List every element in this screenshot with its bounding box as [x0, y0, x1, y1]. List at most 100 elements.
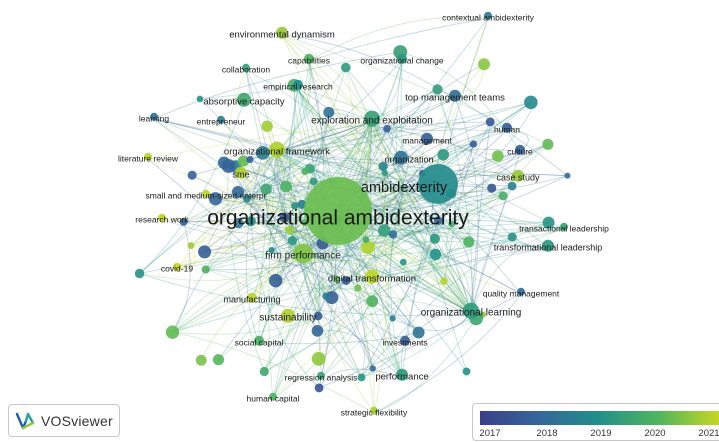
minor-term-bubble[interactable]: [388, 230, 398, 239]
term-label[interactable]: human: [494, 124, 520, 134]
minor-term-bubble[interactable]: [208, 192, 223, 206]
minor-term-bubble[interactable]: [297, 199, 307, 209]
term-bubble[interactable]: [150, 112, 158, 121]
term-bubble[interactable]: [269, 141, 285, 158]
minor-term-bubble[interactable]: [287, 236, 298, 246]
term-bubble[interactable]: [293, 79, 303, 90]
minor-term-bubble[interactable]: [217, 156, 231, 170]
minor-term-bubble[interactable]: [412, 326, 425, 339]
minor-term-bubble[interactable]: [187, 170, 197, 180]
minor-term-bubble[interactable]: [261, 120, 273, 132]
minor-term-bubble[interactable]: [383, 124, 391, 133]
term-bubble[interactable]: [237, 92, 251, 107]
minor-term-bubble[interactable]: [542, 138, 554, 150]
term-bubble[interactable]: [542, 239, 554, 252]
minor-term-bubble[interactable]: [195, 354, 207, 366]
minor-term-bubble[interactable]: [246, 155, 254, 164]
minor-term-bubble[interactable]: [279, 212, 290, 223]
term-label[interactable]: empirical research: [263, 81, 333, 91]
minor-term-bubble[interactable]: [399, 258, 407, 266]
minor-term-bubble[interactable]: [260, 183, 272, 195]
minor-term-bubble[interactable]: [231, 185, 245, 199]
minor-term-bubble[interactable]: [366, 295, 379, 308]
term-label[interactable]: organizational framework: [224, 147, 330, 158]
term-label[interactable]: collaboration: [222, 64, 270, 74]
term-bubble[interactable]: [281, 308, 295, 323]
minor-term-bubble[interactable]: [361, 240, 375, 255]
minor-term-bubble[interactable]: [212, 354, 225, 366]
term-label[interactable]: small and medium-sized enterpr: [146, 190, 267, 200]
minor-term-bubble[interactable]: [389, 315, 396, 322]
term-label[interactable]: contextual ambidexterity: [442, 12, 534, 22]
minor-term-bubble[interactable]: [259, 366, 269, 377]
minor-term-bubble[interactable]: [323, 106, 335, 118]
term-label[interactable]: digital transformation: [328, 274, 416, 285]
minor-term-bubble[interactable]: [429, 233, 441, 244]
term-bubble[interactable]: [293, 243, 313, 264]
term-label[interactable]: top management teams: [405, 93, 505, 104]
term-label[interactable]: management: [402, 135, 452, 145]
minor-term-bubble[interactable]: [179, 217, 188, 226]
term-bubble[interactable]: [247, 292, 257, 303]
term-label[interactable]: transformational leadership: [494, 242, 603, 252]
minor-term-bubble[interactable]: [333, 275, 341, 283]
term-bubble[interactable]: [304, 53, 314, 64]
term-label[interactable]: entrepreneur: [197, 116, 246, 126]
minor-term-bubble[interactable]: [341, 62, 351, 73]
minor-term-bubble[interactable]: [269, 273, 283, 288]
term-label[interactable]: organizational ambidexterity: [207, 207, 469, 230]
term-bubble[interactable]: [400, 335, 410, 346]
term-label[interactable]: regression analysis: [285, 372, 358, 382]
minor-term-bubble[interactable]: [462, 367, 471, 376]
term-bubble[interactable]: [364, 110, 380, 127]
minor-term-bubble[interactable]: [507, 181, 517, 191]
minor-term-bubble[interactable]: [255, 146, 270, 160]
term-bubble[interactable]: [370, 406, 378, 415]
term-label[interactable]: case study: [496, 172, 540, 182]
term-bubble[interactable]: [217, 115, 225, 124]
term-label[interactable]: ambidexterity: [361, 180, 448, 196]
minor-term-bubble[interactable]: [134, 268, 145, 279]
minor-term-bubble[interactable]: [542, 216, 555, 229]
minor-term-bubble[interactable]: [378, 161, 388, 171]
minor-term-bubble[interactable]: [448, 220, 455, 228]
term-bubble[interactable]: [512, 169, 524, 182]
term-bubble[interactable]: [317, 371, 325, 380]
term-bubble[interactable]: [158, 213, 166, 222]
minor-term-bubble[interactable]: [369, 365, 376, 372]
minor-term-bubble[interactable]: [498, 191, 508, 201]
term-label[interactable]: human capital: [247, 393, 300, 403]
term-label[interactable]: social capital: [235, 337, 284, 347]
term-label[interactable]: covid-19: [161, 263, 193, 273]
minor-term-bubble[interactable]: [311, 325, 324, 337]
term-bubble[interactable]: [242, 63, 250, 72]
term-label[interactable]: environmental dynamism: [229, 30, 335, 41]
term-label[interactable]: literature review: [118, 153, 179, 163]
term-bubble[interactable]: [144, 152, 152, 161]
term-bubble[interactable]: [449, 89, 461, 102]
term-label[interactable]: transactional leadership: [519, 223, 609, 233]
term-label[interactable]: capabilities: [288, 55, 330, 65]
term-label[interactable]: strategic flexibility: [341, 407, 408, 417]
minor-term-bubble[interactable]: [322, 292, 330, 300]
term-bubble[interactable]: [269, 392, 277, 401]
term-label[interactable]: research work: [135, 214, 189, 224]
term-bubble[interactable]: [515, 144, 525, 155]
term-label[interactable]: absorptive capacity: [203, 97, 285, 108]
minor-term-bubble[interactable]: [381, 169, 388, 177]
term-bubble[interactable]: [396, 368, 408, 381]
term-label[interactable]: culture: [507, 146, 533, 156]
minor-term-bubble[interactable]: [280, 180, 292, 193]
term-label[interactable]: sme: [232, 169, 249, 179]
minor-term-bubble[interactable]: [487, 183, 497, 193]
minor-term-bubble[interactable]: [485, 117, 495, 127]
term-bubble[interactable]: [517, 287, 525, 296]
minor-term-bubble[interactable]: [196, 95, 204, 103]
term-label[interactable]: organizational change: [360, 55, 443, 65]
minor-term-bubble[interactable]: [507, 232, 517, 242]
term-label[interactable]: learning: [139, 113, 170, 123]
term-bubble[interactable]: [463, 302, 479, 319]
minor-term-bubble[interactable]: [201, 265, 210, 274]
minor-term-bubble[interactable]: [291, 202, 299, 210]
